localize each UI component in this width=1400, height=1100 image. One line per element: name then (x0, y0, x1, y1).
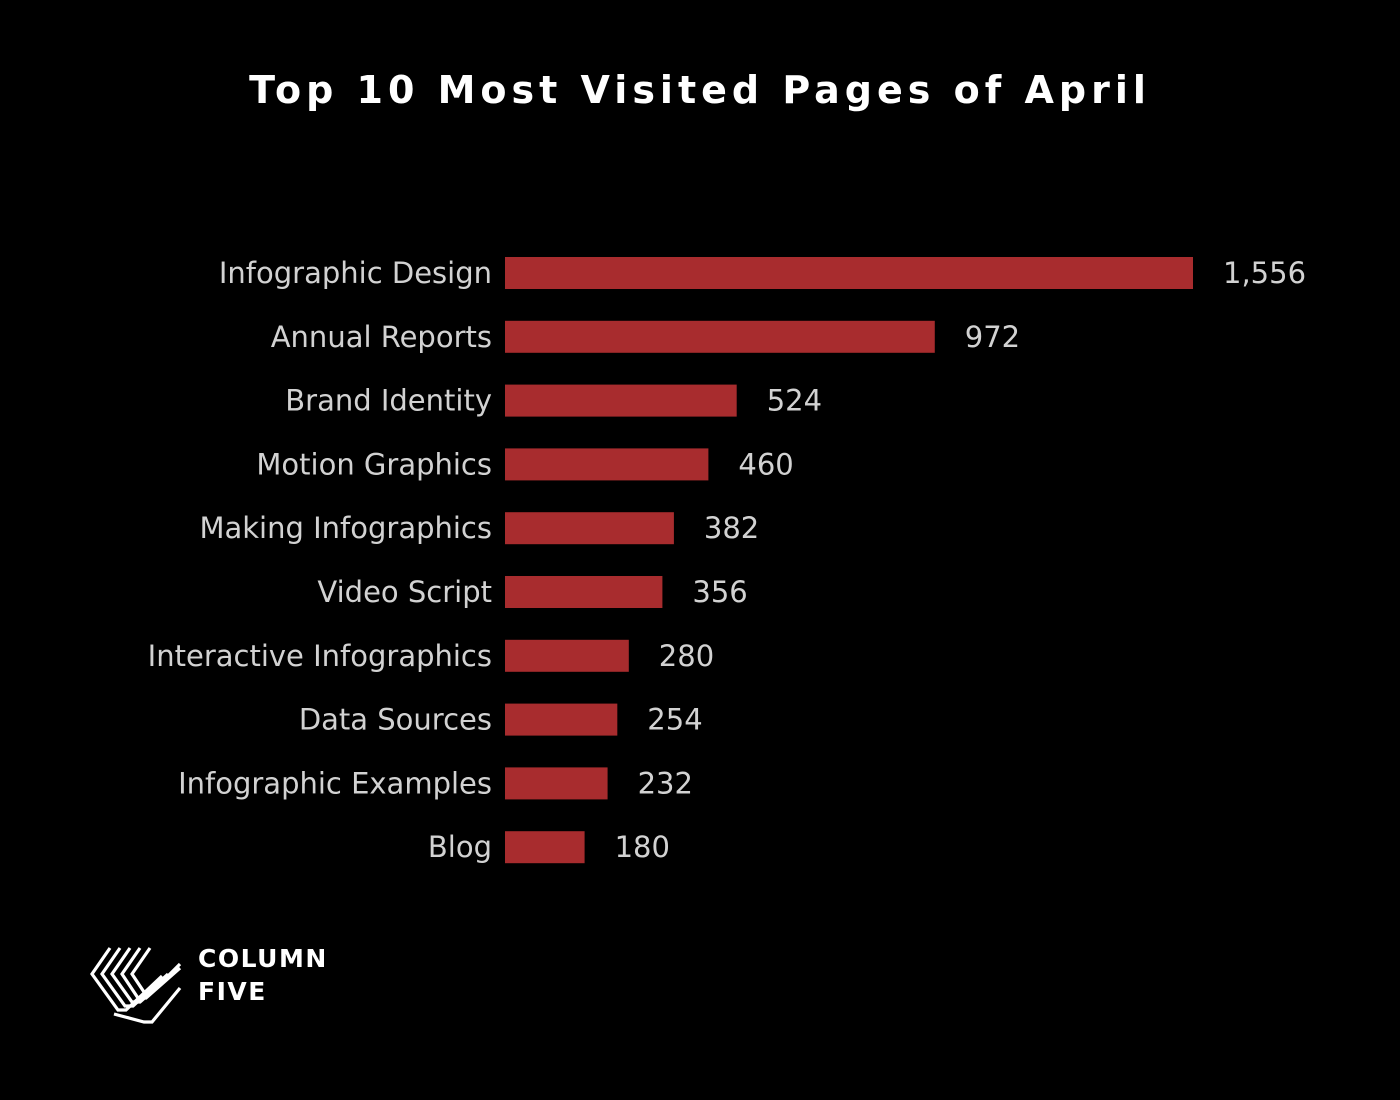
category-label: Brand Identity (285, 384, 492, 418)
logo-line-1: COLUMN (198, 944, 328, 973)
bar (505, 512, 674, 545)
bar (505, 831, 585, 864)
chart-title: Top 10 Most Visited Pages of April (249, 68, 1151, 112)
bar-row: Motion Graphics 460 (256, 447, 793, 481)
bar (505, 639, 629, 672)
value-label: 524 (767, 384, 822, 418)
bar (505, 384, 737, 417)
bar (505, 448, 709, 481)
category-label: Infographic Design (219, 256, 492, 290)
bar (505, 767, 608, 800)
bar-row: Annual Reports 972 (271, 320, 1020, 354)
value-label: 972 (965, 320, 1020, 354)
bar-row: Making Infographics 382 (199, 511, 759, 545)
bar (505, 576, 663, 608)
bar (505, 320, 935, 353)
bar-row: Blog 180 (428, 830, 670, 864)
bar-row: Video Script 356 (317, 575, 747, 609)
bar-row: Interactive Infographics 280 (148, 639, 714, 673)
column-five-logo-icon (90, 947, 182, 1024)
value-label: 254 (647, 703, 702, 737)
logo-wordmark: COLUMN FIVE (198, 942, 328, 1008)
bar (505, 703, 618, 736)
category-label: Infographic Examples (178, 766, 492, 800)
category-label: Blog (428, 830, 492, 864)
category-label: Data Sources (299, 703, 492, 737)
bars-group: Infographic Design 1,556 Annual Reports 972… (148, 256, 1306, 864)
value-label: 180 (615, 830, 670, 864)
bar-row: Brand Identity 524 (285, 384, 822, 418)
value-label: 356 (692, 575, 747, 609)
value-label: 280 (659, 639, 714, 673)
category-label: Interactive Infographics (148, 639, 492, 673)
column-five-logo: COLUMN FIVE (88, 940, 348, 1030)
logo-line-2: FIVE (198, 977, 267, 1006)
bar (505, 257, 1193, 289)
value-label: 232 (638, 766, 693, 800)
category-label: Annual Reports (271, 320, 492, 354)
bar-row: Data Sources 254 (299, 703, 703, 737)
bar-row: Infographic Examples 232 (178, 766, 693, 800)
value-label: 460 (738, 447, 793, 481)
value-label: 382 (704, 511, 759, 545)
bar-row: Infographic Design 1,556 (219, 256, 1306, 290)
category-label: Video Script (317, 575, 492, 609)
value-label: 1,556 (1223, 256, 1306, 290)
category-label: Motion Graphics (256, 447, 492, 481)
category-label: Making Infographics (199, 511, 492, 545)
